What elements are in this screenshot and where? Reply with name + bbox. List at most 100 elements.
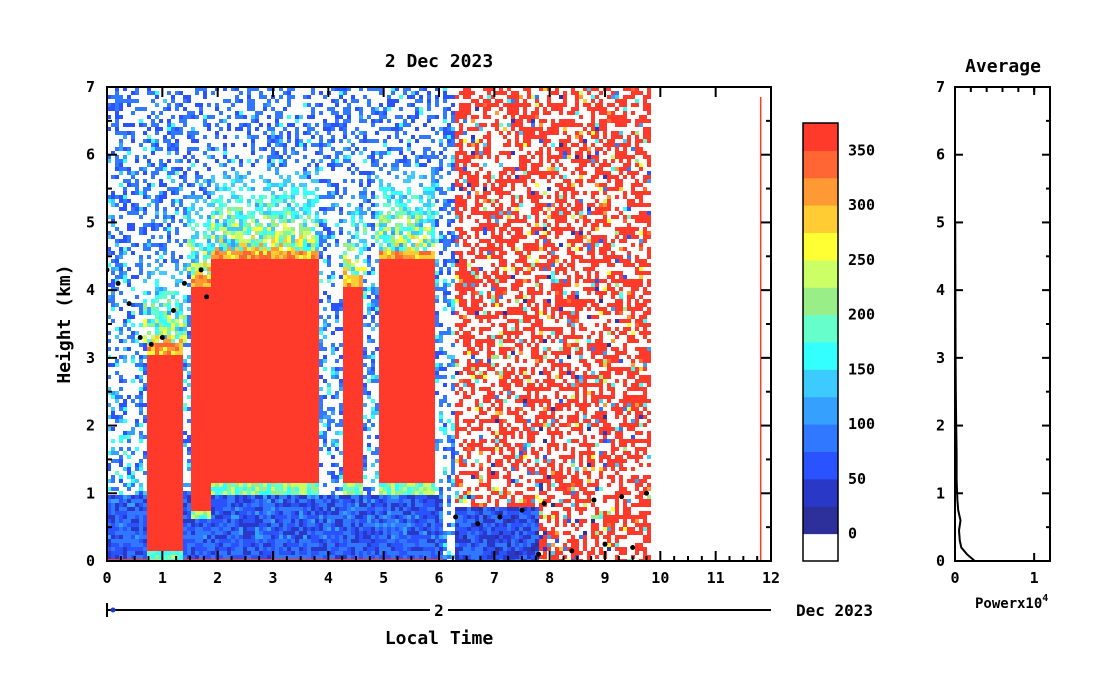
heatmap-cell xyxy=(123,299,127,303)
heatmap-cell xyxy=(207,479,211,483)
heatmap-cell xyxy=(315,431,319,435)
heatmap-cell xyxy=(179,431,183,435)
heatmap-cell xyxy=(335,443,339,447)
heatmap-cell xyxy=(151,391,155,395)
heatmap-cell xyxy=(187,355,191,359)
heatmap-cell xyxy=(191,427,195,431)
heatmap-cell xyxy=(171,199,175,203)
heatmap-cell xyxy=(211,419,215,423)
heatmap-cell xyxy=(331,147,335,151)
heatmap-cell xyxy=(223,271,227,275)
heatmap-cell xyxy=(247,107,251,111)
heatmap-cell xyxy=(287,355,291,359)
heatmap-cell xyxy=(219,423,223,427)
heatmap-cell xyxy=(291,187,295,191)
heatmap-cell xyxy=(167,491,171,495)
heatmap-cell xyxy=(107,507,111,511)
heatmap-cell xyxy=(339,431,343,435)
heatmap-cell xyxy=(255,507,259,511)
heatmap-cell xyxy=(251,495,255,499)
heatmap-cell xyxy=(175,551,179,555)
heatmap-cell xyxy=(303,499,307,503)
heatmap-cell xyxy=(203,391,207,395)
heatmap-cell xyxy=(227,339,231,343)
heatmap-cell xyxy=(231,391,235,395)
heatmap-cell xyxy=(267,455,271,459)
heatmap-cell xyxy=(235,399,239,403)
heatmap-cell xyxy=(139,435,143,439)
heatmap-cell xyxy=(303,343,307,347)
heatmap-cell xyxy=(267,223,271,227)
heatmap-cell xyxy=(283,331,287,335)
heatmap-cell xyxy=(291,335,295,339)
heatmap-cell xyxy=(299,327,303,331)
heatmap-cell xyxy=(111,499,115,503)
heatmap-cell xyxy=(111,487,115,491)
heatmap-cell xyxy=(275,447,279,451)
heatmap-cell xyxy=(239,499,243,503)
heatmap-cell xyxy=(159,447,163,451)
heatmap-cell xyxy=(227,351,231,355)
heatmap-cell xyxy=(159,539,163,543)
heatmap-cell xyxy=(211,303,215,307)
heatmap-cell xyxy=(251,371,255,375)
heatmap-cell xyxy=(187,263,191,267)
heatmap-cell xyxy=(331,191,335,195)
heatmap-cell xyxy=(119,267,123,271)
heatmap-cell xyxy=(311,115,315,119)
heatmap-cell xyxy=(291,479,295,483)
heatmap-cell xyxy=(307,399,311,403)
heatmap-cell xyxy=(235,391,239,395)
heatmap-cell xyxy=(163,351,167,355)
heatmap-cell xyxy=(187,167,191,171)
heatmap-cell xyxy=(155,115,159,119)
heatmap-cell xyxy=(259,491,263,495)
heatmap-cell xyxy=(315,463,319,467)
heatmap-cell xyxy=(107,415,111,419)
heatmap-cell xyxy=(179,555,183,559)
heatmap-cell xyxy=(231,311,235,315)
heatmap-cell xyxy=(315,535,319,539)
heatmap-cell xyxy=(207,227,211,231)
heatmap-cell xyxy=(179,527,183,531)
heatmap-cell xyxy=(179,423,183,427)
heatmap-cell xyxy=(303,375,307,379)
heatmap-cell xyxy=(263,235,267,239)
heatmap-cell xyxy=(219,523,223,527)
heatmap-cell xyxy=(179,543,183,547)
heatmap-cell xyxy=(195,283,199,287)
heatmap-cell xyxy=(143,303,147,307)
heatmap-cell xyxy=(219,203,223,207)
heatmap-cell xyxy=(183,495,187,499)
heatmap-cell xyxy=(139,551,143,555)
heatmap-cell xyxy=(179,467,183,471)
heatmap-cell xyxy=(127,499,131,503)
heatmap-cell xyxy=(311,499,315,503)
heatmap-cell xyxy=(323,359,327,363)
heatmap-cell xyxy=(203,551,207,555)
heatmap-cell xyxy=(167,527,171,531)
heatmap-cell xyxy=(163,303,167,307)
heatmap-cell xyxy=(307,391,311,395)
heatmap-cell xyxy=(263,303,267,307)
heatmap-cell xyxy=(335,475,339,479)
heatmap-cell xyxy=(211,327,215,331)
heatmap-cell xyxy=(243,539,247,543)
heatmap-cell xyxy=(243,319,247,323)
heatmap-cell xyxy=(271,331,275,335)
heatmap-cell xyxy=(335,303,339,307)
heatmap-cell xyxy=(119,527,123,531)
heatmap-cell xyxy=(159,443,163,447)
heatmap-cell xyxy=(239,267,243,271)
heatmap-cell xyxy=(167,343,171,347)
heatmap-cell xyxy=(307,371,311,375)
heatmap-cell xyxy=(247,259,251,263)
heatmap-cell xyxy=(315,399,319,403)
heatmap-cell xyxy=(263,311,267,315)
heatmap-cell xyxy=(191,459,195,463)
heatmap-cell xyxy=(147,423,151,427)
heatmap-cell xyxy=(243,243,247,247)
heatmap-cell xyxy=(247,411,251,415)
heatmap-cell xyxy=(139,207,143,211)
heatmap-cell xyxy=(279,527,283,531)
